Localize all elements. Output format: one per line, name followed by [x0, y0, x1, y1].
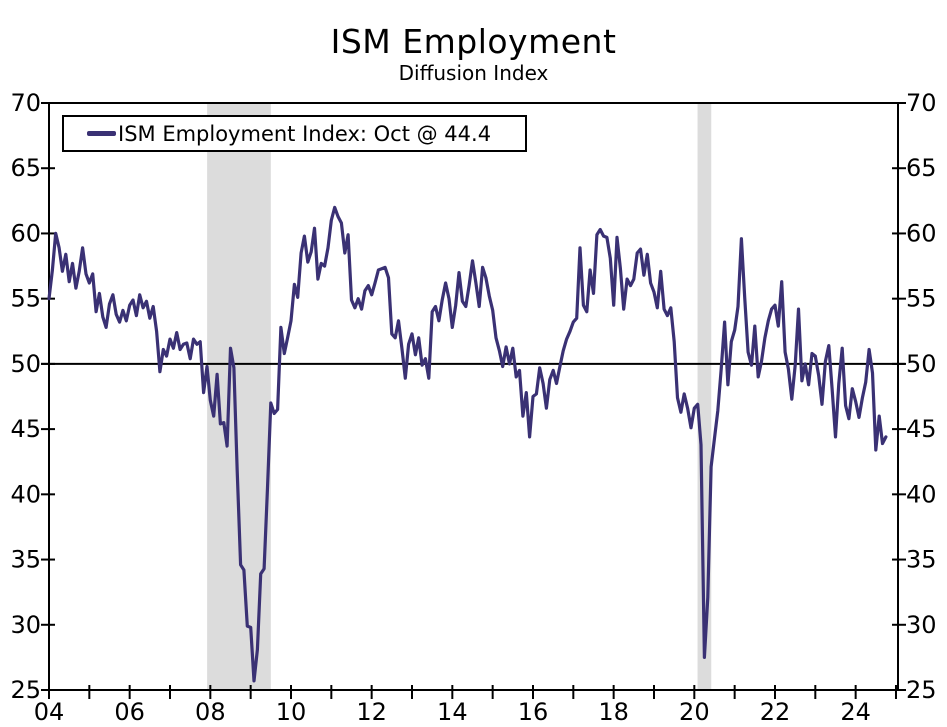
ism-employment-line	[47, 205, 888, 683]
y-axis-label-right: 65	[906, 154, 937, 182]
y-axis-label-left: 25	[10, 676, 41, 704]
y-axis-label-left: 65	[10, 154, 41, 182]
y-axis-label-right: 70	[906, 89, 937, 117]
y-axis-label-right: 40	[906, 480, 937, 508]
y-axis-label-right: 45	[906, 415, 937, 443]
x-axis-label: 16	[518, 698, 549, 726]
chart-subtitle: Diffusion Index	[398, 61, 549, 85]
y-axis-label-right: 60	[906, 219, 937, 247]
legend-line-sample-icon	[87, 131, 116, 136]
x-axis-label: 18	[598, 698, 629, 726]
y-axis-label-right: 35	[906, 546, 937, 574]
y-axis-label-left: 50	[10, 350, 41, 378]
x-axis-label: 06	[114, 698, 145, 726]
y-axis-label-right: 30	[906, 611, 937, 639]
x-axis-label: 20	[679, 698, 710, 726]
x-axis-label: 10	[276, 698, 307, 726]
x-axis-label: 08	[195, 698, 226, 726]
y-axis-label-left: 55	[10, 285, 41, 313]
x-axis-label: 04	[34, 698, 65, 726]
y-axis-label-left: 30	[10, 611, 41, 639]
legend: ISM Employment Index: Oct @ 44.4	[62, 115, 527, 152]
y-axis-label-left: 45	[10, 415, 41, 443]
plot-border	[48, 102, 899, 691]
x-axis-label: 22	[760, 698, 791, 726]
y-axis-label-left: 35	[10, 546, 41, 574]
x-axis-label: 24	[840, 698, 871, 726]
y-axis-label-right: 55	[906, 285, 937, 313]
legend-label: ISM Employment Index: Oct @ 44.4	[118, 121, 492, 146]
y-axis-label-right: 25	[906, 676, 937, 704]
y-axis-label-left: 60	[10, 219, 41, 247]
x-axis-label: 12	[356, 698, 387, 726]
y-axis-label-right: 50	[906, 350, 937, 378]
x-axis-label: 14	[437, 698, 468, 726]
y-axis-label-left: 40	[10, 480, 41, 508]
chart-title: ISM Employment	[330, 22, 617, 61]
y-axis-label-left: 70	[10, 89, 41, 117]
